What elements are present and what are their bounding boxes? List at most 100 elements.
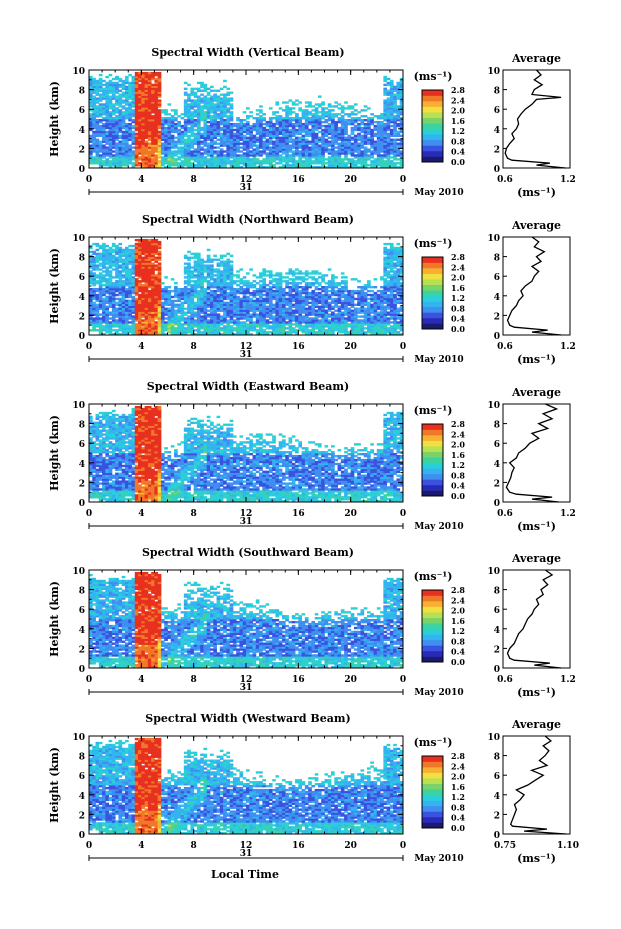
heatmap-cell bbox=[229, 130, 234, 134]
heatmap-cell bbox=[226, 258, 231, 261]
heatmap-cell bbox=[255, 293, 260, 297]
heatmap-cell bbox=[144, 323, 149, 326]
heatmap-cell bbox=[95, 307, 100, 310]
heatmap-cell bbox=[177, 124, 181, 128]
heatmap-cell bbox=[128, 301, 132, 305]
heatmap-cell bbox=[151, 128, 155, 132]
heatmap-cell bbox=[239, 301, 244, 305]
heatmap-cell bbox=[383, 162, 388, 165]
heatmap-cell bbox=[147, 266, 152, 269]
heatmap-cell bbox=[92, 107, 96, 110]
heatmap-cell bbox=[210, 111, 214, 114]
heatmap-cell bbox=[196, 307, 201, 310]
heatmap-cell bbox=[154, 103, 159, 106]
heatmap-cell bbox=[102, 146, 106, 149]
heatmap-cell bbox=[180, 331, 185, 334]
heatmap-cell bbox=[138, 321, 142, 324]
heatmap-cell bbox=[167, 150, 172, 153]
heatmap-cell bbox=[141, 156, 145, 159]
heatmap-cell bbox=[138, 138, 142, 141]
heatmap-cell bbox=[177, 115, 181, 118]
heatmap-cell bbox=[92, 160, 96, 163]
heatmap-cell bbox=[246, 333, 250, 336]
heatmap-cell bbox=[115, 128, 119, 132]
heatmap-cell bbox=[167, 156, 172, 159]
heatmap-cell bbox=[108, 329, 113, 332]
heatmap-cell bbox=[190, 293, 195, 297]
heatmap-cell bbox=[386, 77, 391, 81]
heatmap-cell bbox=[373, 162, 378, 165]
heatmap-cell bbox=[317, 136, 322, 139]
heatmap-cell bbox=[229, 272, 234, 275]
heatmap-cell bbox=[138, 128, 142, 132]
heatmap-cell bbox=[141, 105, 145, 108]
heatmap-cell bbox=[111, 154, 116, 157]
heatmap-cell bbox=[187, 331, 191, 334]
heatmap-cell bbox=[98, 156, 103, 159]
heatmap-cell bbox=[108, 117, 113, 120]
heatmap-cell bbox=[124, 117, 129, 120]
heatmap-cell bbox=[115, 119, 119, 122]
heatmap-cell bbox=[203, 120, 208, 124]
heatmap-cell bbox=[236, 126, 240, 130]
heatmap-cell bbox=[285, 138, 289, 141]
heatmap-cell bbox=[141, 238, 145, 242]
heatmap-cell bbox=[360, 142, 365, 145]
heatmap-cell bbox=[147, 313, 152, 316]
heatmap-cell bbox=[170, 289, 175, 293]
heatmap-cell bbox=[367, 140, 371, 143]
heatmap-cell bbox=[131, 138, 136, 141]
heatmap-cell bbox=[92, 126, 96, 130]
heatmap-cell bbox=[206, 303, 211, 306]
heatmap-cell bbox=[216, 120, 221, 124]
heatmap-cell bbox=[138, 117, 142, 120]
heatmap-cell bbox=[124, 154, 129, 157]
heatmap-cell bbox=[190, 130, 195, 134]
heatmap-cell bbox=[229, 126, 234, 130]
heatmap-cell bbox=[102, 148, 106, 151]
heatmap-cell bbox=[223, 293, 227, 297]
heatmap-cell bbox=[187, 282, 191, 285]
heatmap-cell bbox=[196, 278, 201, 281]
heatmap-cell bbox=[275, 111, 280, 114]
heatmap-cell bbox=[226, 311, 231, 314]
heatmap-cell bbox=[183, 313, 188, 316]
heatmap-cell bbox=[278, 138, 283, 141]
heatmap-cell bbox=[138, 309, 142, 312]
heatmap-cell bbox=[373, 132, 378, 136]
heatmap-cell bbox=[160, 126, 165, 130]
heatmap-cell bbox=[255, 150, 260, 153]
heatmap-cell bbox=[386, 103, 391, 106]
heatmap-cell bbox=[304, 111, 309, 114]
heatmap-cell bbox=[134, 101, 139, 104]
heatmap-cell bbox=[370, 166, 374, 169]
heatmap-cell bbox=[281, 124, 286, 128]
heatmap-cell bbox=[157, 250, 162, 254]
heatmap-cell bbox=[386, 134, 391, 138]
heatmap-cell bbox=[206, 248, 211, 252]
heatmap-cell bbox=[111, 250, 116, 254]
heatmap-cell bbox=[151, 111, 155, 114]
heatmap-cell bbox=[206, 256, 211, 259]
heatmap-cell bbox=[98, 268, 103, 271]
heatmap-cell bbox=[141, 126, 145, 130]
heatmap-cell bbox=[170, 299, 175, 303]
heatmap-cell bbox=[154, 97, 159, 100]
heatmap-cell bbox=[242, 128, 247, 132]
heatmap-cell bbox=[252, 128, 257, 132]
heatmap-cell bbox=[121, 270, 126, 273]
heatmap-cell bbox=[219, 122, 224, 126]
heatmap-cell bbox=[396, 97, 401, 100]
heatmap-cell bbox=[196, 286, 201, 289]
heatmap-cell bbox=[128, 260, 132, 263]
heatmap-cell bbox=[138, 307, 142, 310]
heatmap-cell bbox=[167, 142, 172, 145]
heatmap-cell bbox=[177, 122, 181, 126]
heatmap-cell bbox=[174, 286, 178, 289]
heatmap-cell bbox=[321, 140, 325, 143]
panel-title: Spectral Width (Vertical Beam) bbox=[151, 46, 344, 59]
heatmap-cell bbox=[92, 83, 96, 87]
heatmap-cell bbox=[105, 75, 110, 79]
heatmap-cell bbox=[134, 291, 139, 295]
